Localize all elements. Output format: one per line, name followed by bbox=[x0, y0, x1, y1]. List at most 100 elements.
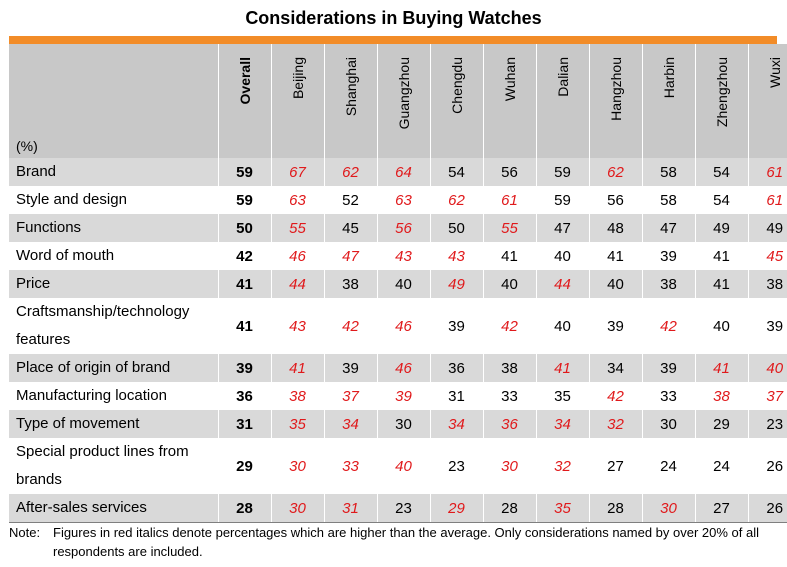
column-header-zhengzhou: Zhengzhou bbox=[694, 44, 748, 158]
city-value-cell: 34 bbox=[323, 410, 377, 438]
city-value-cell: 62 bbox=[323, 158, 377, 186]
city-value-cell: 33 bbox=[641, 382, 695, 410]
city-value-cell: 35 bbox=[270, 410, 324, 438]
city-value-cell: 54 bbox=[694, 158, 748, 186]
city-value-cell: 39 bbox=[641, 242, 695, 270]
city-value-cell: 42 bbox=[588, 382, 642, 410]
column-header-overall: Overall bbox=[217, 44, 271, 158]
row-label: Functions bbox=[16, 219, 82, 236]
city-value-cell: 27 bbox=[694, 494, 748, 523]
city-value-cell: 30 bbox=[641, 410, 695, 438]
city-value-cell: 28 bbox=[588, 494, 642, 523]
row-label: Price bbox=[16, 275, 51, 292]
city-value-cell: 34 bbox=[535, 410, 589, 438]
column-header-guangzhou: Guangzhou bbox=[376, 44, 430, 158]
footnote: Note: Figures in red italics denote perc… bbox=[9, 523, 777, 561]
city-value-cell: 39 bbox=[429, 298, 483, 354]
city-value-cell: 30 bbox=[270, 438, 324, 494]
table-row: Type of movement 31 35 34 30 34 36 34 32 30 29 23 bbox=[9, 410, 787, 438]
city-value-cell: 38 bbox=[482, 354, 536, 382]
city-value-cell: 45 bbox=[323, 214, 377, 242]
city-value-cell: 49 bbox=[429, 270, 483, 298]
column-header-harbin: Harbin bbox=[641, 44, 695, 158]
column-header-label: Overall bbox=[236, 57, 253, 105]
overall-value-cell: 29 bbox=[217, 438, 271, 494]
accent-bar bbox=[9, 36, 777, 44]
city-value-cell: 31 bbox=[323, 494, 377, 523]
city-value-cell: 41 bbox=[535, 354, 589, 382]
city-value-cell: 40 bbox=[747, 354, 787, 382]
column-header-label: Wuhan bbox=[501, 57, 518, 102]
city-value-cell: 29 bbox=[694, 410, 748, 438]
row-label: Special product lines from brands bbox=[16, 443, 189, 488]
column-header-label: Hangzhou bbox=[607, 57, 624, 121]
city-value-cell: 29 bbox=[429, 494, 483, 523]
city-value-cell: 55 bbox=[482, 214, 536, 242]
city-value-cell: 43 bbox=[270, 298, 324, 354]
table-row: Price 41 44 38 40 49 40 44 40 38 41 38 bbox=[9, 270, 787, 298]
city-value-cell: 32 bbox=[588, 410, 642, 438]
overall-value-cell: 59 bbox=[217, 186, 271, 214]
column-header-label: Wuxi bbox=[766, 57, 783, 88]
city-value-cell: 44 bbox=[535, 270, 589, 298]
city-value-cell: 38 bbox=[270, 382, 324, 410]
city-value-cell: 39 bbox=[588, 298, 642, 354]
table-row: Word of mouth 42 46 47 43 43 41 40 41 39 41 45 bbox=[9, 242, 787, 270]
city-value-cell: 40 bbox=[482, 270, 536, 298]
city-value-cell: 47 bbox=[535, 214, 589, 242]
city-value-cell: 30 bbox=[376, 410, 430, 438]
city-value-cell: 63 bbox=[376, 186, 430, 214]
city-value-cell: 30 bbox=[482, 438, 536, 494]
city-value-cell: 33 bbox=[323, 438, 377, 494]
city-value-cell: 24 bbox=[641, 438, 695, 494]
city-value-cell: 38 bbox=[323, 270, 377, 298]
table-row: After-sales services 28 30 31 23 29 28 35 28 30 27… bbox=[9, 494, 787, 523]
city-value-cell: 49 bbox=[747, 214, 787, 242]
city-value-cell: 37 bbox=[747, 382, 787, 410]
overall-value-cell: 31 bbox=[217, 410, 271, 438]
overall-value-cell: 41 bbox=[217, 298, 271, 354]
city-value-cell: 41 bbox=[588, 242, 642, 270]
city-value-cell: 33 bbox=[482, 382, 536, 410]
city-value-cell: 38 bbox=[641, 270, 695, 298]
table-row: Special product lines from brands 29 30 33 4… bbox=[9, 438, 787, 494]
city-value-cell: 46 bbox=[376, 298, 430, 354]
city-value-cell: 41 bbox=[482, 242, 536, 270]
column-header-label: Shanghai bbox=[342, 57, 359, 117]
table-row: Craftsmanship/technology features 41 43 42 4… bbox=[9, 298, 787, 354]
table-row: Brand 59 67 62 64 54 56 59 62 58 54 61 bbox=[9, 158, 787, 186]
city-value-cell: 34 bbox=[588, 354, 642, 382]
table-row: Place of origin of brand 39 41 39 46 36 38 41 34… bbox=[9, 354, 787, 382]
chart-title: Considerations in Buying Watches bbox=[245, 8, 542, 28]
city-value-cell: 46 bbox=[270, 242, 324, 270]
city-value-cell: 45 bbox=[747, 242, 787, 270]
city-value-cell: 40 bbox=[588, 270, 642, 298]
city-value-cell: 23 bbox=[747, 410, 787, 438]
column-header-label: Guangzhou bbox=[395, 57, 412, 130]
footnote-prefix: Note: bbox=[9, 525, 41, 540]
city-value-cell: 40 bbox=[694, 298, 748, 354]
city-value-cell: 34 bbox=[429, 410, 483, 438]
city-value-cell: 40 bbox=[535, 242, 589, 270]
table-row: Manufacturing location 36 38 37 39 31 33 35 42 33… bbox=[9, 382, 787, 410]
header-row: (%) Overall Beijing Shanghai Guangzhou Cheng… bbox=[9, 44, 787, 158]
city-value-cell: 36 bbox=[429, 354, 483, 382]
row-label: Style and design bbox=[16, 191, 127, 208]
city-value-cell: 47 bbox=[641, 214, 695, 242]
city-value-cell: 38 bbox=[694, 382, 748, 410]
city-value-cell: 48 bbox=[588, 214, 642, 242]
city-value-cell: 40 bbox=[376, 270, 430, 298]
city-value-cell: 55 bbox=[270, 214, 324, 242]
city-value-cell: 42 bbox=[323, 298, 377, 354]
city-value-cell: 44 bbox=[270, 270, 324, 298]
column-header-label: Dalian bbox=[554, 57, 571, 97]
city-value-cell: 26 bbox=[747, 438, 787, 494]
city-value-cell: 35 bbox=[535, 382, 589, 410]
city-value-cell: 61 bbox=[747, 158, 787, 186]
city-value-cell: 56 bbox=[376, 214, 430, 242]
row-label: After-sales services bbox=[9, 494, 218, 523]
row-label: Brand bbox=[16, 163, 57, 180]
city-value-cell: 42 bbox=[482, 298, 536, 354]
city-value-cell: 54 bbox=[694, 186, 748, 214]
city-value-cell: 31 bbox=[429, 382, 483, 410]
